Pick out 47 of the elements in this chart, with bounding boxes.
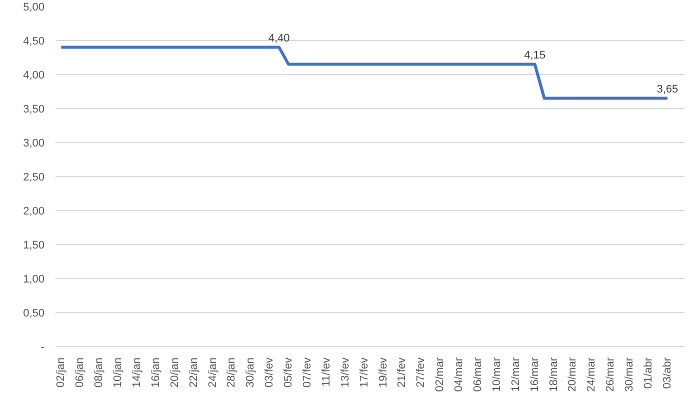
x-tick-label: 02/jan bbox=[55, 357, 68, 388]
y-tick-label: 2,00 bbox=[23, 206, 45, 218]
x-tick-label: 20/jan bbox=[168, 357, 181, 388]
data-label: 4,40 bbox=[268, 32, 290, 44]
x-tick-label: 04/mar bbox=[453, 357, 466, 392]
data-label: 3,65 bbox=[656, 83, 678, 96]
x-tick-label: 24/mar bbox=[586, 357, 598, 392]
x-tick-label: 22/jan bbox=[188, 357, 200, 388]
x-tick-label: 21/fev bbox=[396, 357, 408, 388]
x-tick-label: 18/mar bbox=[548, 357, 560, 392]
x-tick-label: 16/mar bbox=[528, 357, 541, 392]
y-tick-label: 4,00 bbox=[23, 70, 45, 82]
y-tick-label: 1,50 bbox=[23, 240, 45, 252]
x-tick-label: 05/fev bbox=[282, 357, 295, 388]
y-tick-label: 5,00 bbox=[23, 2, 45, 14]
x-tick-label: 06/jan bbox=[74, 357, 86, 388]
x-tick-label: 28/jan bbox=[226, 357, 238, 388]
x-tick-label: 03/abr bbox=[661, 357, 674, 389]
x-tick-label: 30/mar bbox=[624, 357, 636, 392]
x-tick-label: 14/jan bbox=[130, 357, 143, 388]
y-tick-label: 3,50 bbox=[23, 104, 45, 116]
y-tick-label: 3,00 bbox=[23, 138, 45, 150]
x-tick-label: 07/fev bbox=[301, 357, 314, 388]
x-tick-label: 24/jan bbox=[206, 357, 219, 388]
y-tick-label: 0,50 bbox=[23, 308, 45, 320]
y-tick-label: 4,50 bbox=[23, 36, 45, 48]
x-tick-label: 19/fev bbox=[377, 357, 390, 388]
x-tick-label: 26/mar bbox=[604, 357, 617, 392]
y-tick-label: 2,50 bbox=[23, 172, 45, 184]
x-tick-label: 02/mar bbox=[434, 357, 446, 392]
y-tick-label: 1,00 bbox=[23, 274, 45, 286]
x-tick-label: 13/fev bbox=[339, 357, 352, 388]
x-tick-label: 08/jan bbox=[93, 357, 106, 388]
data-label: 4,15 bbox=[524, 49, 546, 62]
y-tick-label: - bbox=[40, 342, 45, 354]
x-tick-label: 10/jan bbox=[112, 357, 124, 388]
x-tick-label: 27/fev bbox=[415, 357, 428, 388]
x-tick-label: 10/mar bbox=[490, 357, 503, 392]
x-tick-label: 20/mar bbox=[566, 357, 579, 392]
x-tick-label: 01/abr bbox=[642, 357, 655, 389]
x-tick-label: 30/jan bbox=[244, 357, 257, 388]
x-tick-label: 06/mar bbox=[472, 357, 484, 392]
x-tick-label: 11/fev bbox=[320, 357, 332, 387]
x-tick-label: 12/mar bbox=[510, 357, 522, 392]
x-tick-label: 16/jan bbox=[150, 357, 162, 388]
x-tick-label: 03/fev bbox=[264, 357, 276, 388]
x-tick-label: 17/fev bbox=[358, 357, 370, 388]
